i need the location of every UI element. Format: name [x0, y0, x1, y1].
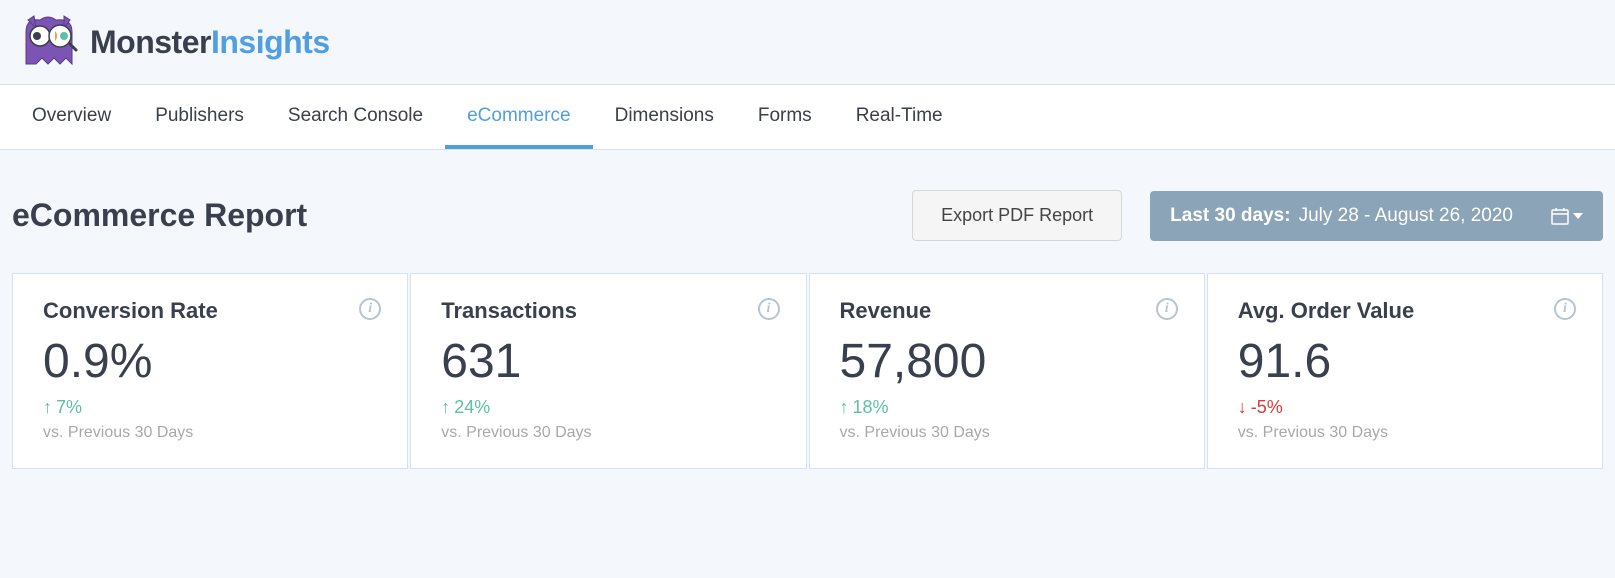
metric-compare: vs. Previous 30 Days [43, 424, 377, 442]
metric-card: iConversion Rate 0.9% ↑ 7% vs. Previous 30 … [12, 273, 408, 469]
metric-compare: vs. Previous 30 Days [840, 424, 1174, 442]
arrow-up-icon: ↑ [441, 397, 450, 418]
tab-real-time[interactable]: Real-Time [834, 85, 965, 149]
tab-forms[interactable]: Forms [736, 85, 834, 149]
export-pdf-button[interactable]: Export PDF Report [912, 190, 1122, 241]
brand-name-part1: Monster [90, 24, 211, 60]
metric-change-value: -5% [1251, 397, 1283, 418]
metric-value: 631 [441, 336, 775, 389]
brand-name-part2: Insights [211, 24, 330, 60]
metric-change: ↑ 7% [43, 397, 377, 418]
metric-title: Avg. Order Value [1238, 298, 1572, 324]
metric-value: 91.6 [1238, 336, 1572, 389]
chevron-down-icon [1573, 213, 1583, 219]
metric-change-value: 24% [454, 397, 490, 418]
tab-dimensions[interactable]: Dimensions [593, 85, 736, 149]
metric-value: 57,800 [840, 336, 1174, 389]
tab-search-console[interactable]: Search Console [266, 85, 445, 149]
tab-ecommerce[interactable]: eCommerce [445, 85, 592, 149]
metric-compare: vs. Previous 30 Days [1238, 424, 1572, 442]
report-tabs: OverviewPublishersSearch ConsoleeCommerc… [0, 85, 1615, 150]
date-range-picker[interactable]: Last 30 days: July 28 - August 26, 2020 [1150, 191, 1603, 241]
metric-title: Revenue [840, 298, 1174, 324]
page-title: eCommerce Report [12, 197, 912, 234]
arrow-down-icon: ↓ [1238, 397, 1247, 418]
metric-compare: vs. Previous 30 Days [441, 424, 775, 442]
brand-logo[interactable]: MonsterInsights [20, 14, 330, 70]
metric-title: Conversion Rate [43, 298, 377, 324]
date-range-value: July 28 - August 26, 2020 [1299, 205, 1513, 227]
date-range-label: Last 30 days: [1170, 205, 1290, 227]
monster-logo-icon [20, 14, 80, 70]
header: MonsterInsights [0, 0, 1615, 85]
info-icon[interactable]: i [1156, 298, 1178, 320]
info-icon[interactable]: i [758, 298, 780, 320]
brand-name: MonsterInsights [90, 24, 330, 61]
metrics-row: iConversion Rate0.9%↑ 7%vs. Previous 30 … [0, 261, 1615, 481]
info-icon[interactable]: i [359, 298, 381, 320]
metric-value: 0.9% [43, 336, 377, 389]
metric-card: iAvg. Order Value 91.6 ↓ -5% vs. Previous 3… [1207, 273, 1603, 469]
metric-card: iTransactions 631 ↑ 24% vs. Previous 30 Day… [410, 273, 806, 469]
metric-change: ↓ -5% [1238, 397, 1572, 418]
metric-change-value: 18% [853, 397, 889, 418]
calendar-icon [1551, 207, 1583, 225]
tab-overview[interactable]: Overview [10, 85, 133, 149]
metric-change: ↑ 18% [840, 397, 1174, 418]
metric-change-value: 7% [56, 397, 82, 418]
tab-publishers[interactable]: Publishers [133, 85, 266, 149]
metric-card: iRevenue 57,800 ↑ 18% vs. Previous 30 Days [809, 273, 1205, 469]
arrow-up-icon: ↑ [43, 397, 52, 418]
metric-change: ↑ 24% [441, 397, 775, 418]
info-icon[interactable]: i [1554, 298, 1576, 320]
metric-title: Transactions [441, 298, 775, 324]
report-toolbar: eCommerce Report Export PDF Report Last … [0, 150, 1615, 261]
arrow-up-icon: ↑ [840, 397, 849, 418]
